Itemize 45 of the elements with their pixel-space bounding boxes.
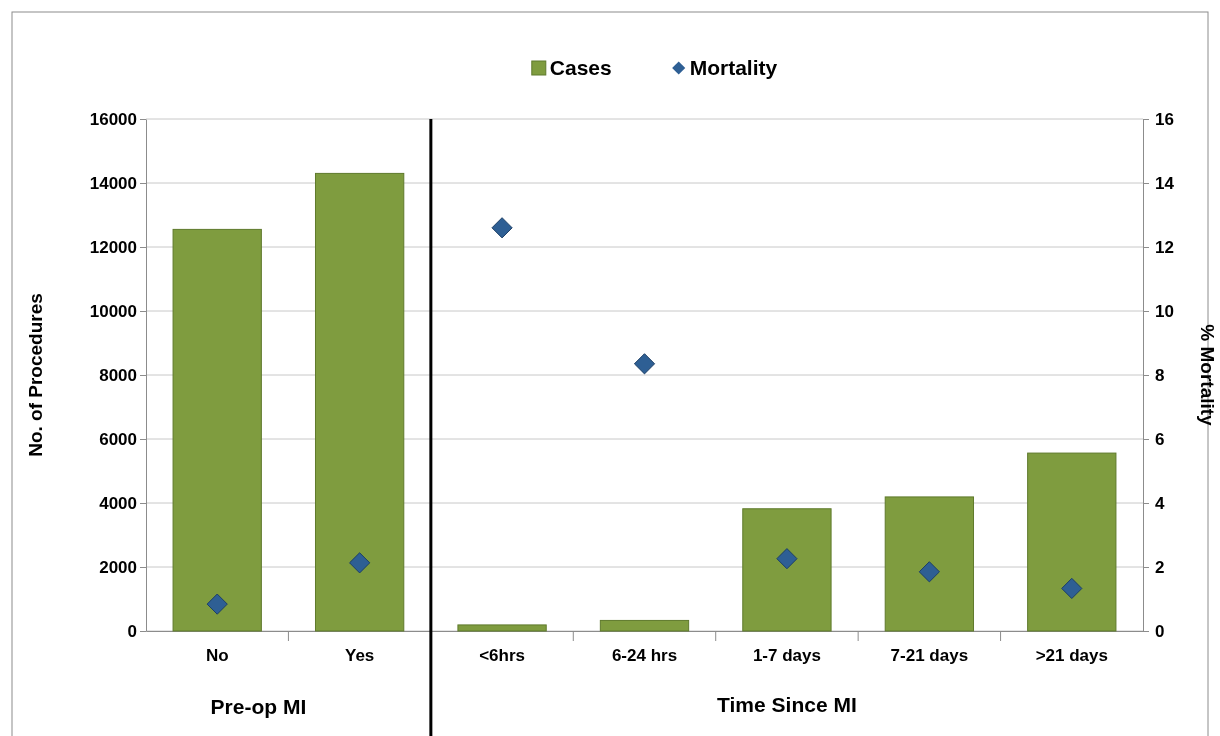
x-tick-label: 6-24 hrs (611, 646, 678, 666)
bar (884, 496, 975, 632)
point (776, 548, 798, 570)
y2-tick-label: 8 (1155, 365, 1165, 385)
x-tick-label: Yes (344, 646, 375, 666)
y-tick-label: 12000 (89, 237, 137, 257)
y2-tick-label: 0 (1155, 621, 1165, 641)
y-tick-label: 0 (127, 621, 137, 641)
bar (599, 619, 690, 632)
point (918, 561, 940, 583)
y-tick-label: 2000 (99, 557, 137, 577)
x-axis-title: Time Since MI (717, 693, 857, 716)
x-tick-label: 1-7 days (752, 646, 821, 666)
point (491, 217, 513, 239)
y-tick-label: 10000 (89, 301, 137, 321)
bar (457, 624, 547, 632)
x-tick-label: No (205, 646, 229, 666)
bar (314, 172, 405, 632)
x-tick-label: >21 days (1035, 646, 1108, 666)
point (1061, 577, 1083, 600)
legend-label: Mortality (689, 56, 778, 80)
y2-tick-label: 6 (1155, 429, 1165, 449)
y-tick-label: 6000 (99, 429, 137, 449)
y-tick-label: 4000 (99, 493, 137, 513)
y2-tick-label: 2 (1155, 557, 1165, 577)
bar (742, 508, 832, 632)
y2-axis-title: % Mortality (1197, 324, 1218, 427)
bar (1027, 452, 1117, 632)
x-tick-label: <6hrs (479, 646, 525, 666)
x-tick-label: 7-21 days (890, 646, 969, 666)
y2-tick-label: 10 (1155, 301, 1174, 321)
y2-tick-label: 16 (1155, 109, 1174, 129)
y-tick-label: 16000 (89, 109, 137, 129)
y2-tick-label: 14 (1155, 173, 1175, 193)
y-tick-label: 8000 (99, 365, 137, 385)
legend-label: Cases (549, 56, 612, 80)
bar (172, 228, 262, 632)
text: Pre-op MI (210, 695, 307, 718)
y-axis-title: No. of Procedures (25, 293, 46, 457)
point (633, 353, 656, 375)
y-tick-label: 14000 (89, 173, 137, 193)
point (206, 593, 228, 615)
y2-tick-label: 12 (1155, 237, 1174, 257)
y2-tick-label: 4 (1155, 493, 1165, 513)
point (349, 552, 371, 574)
